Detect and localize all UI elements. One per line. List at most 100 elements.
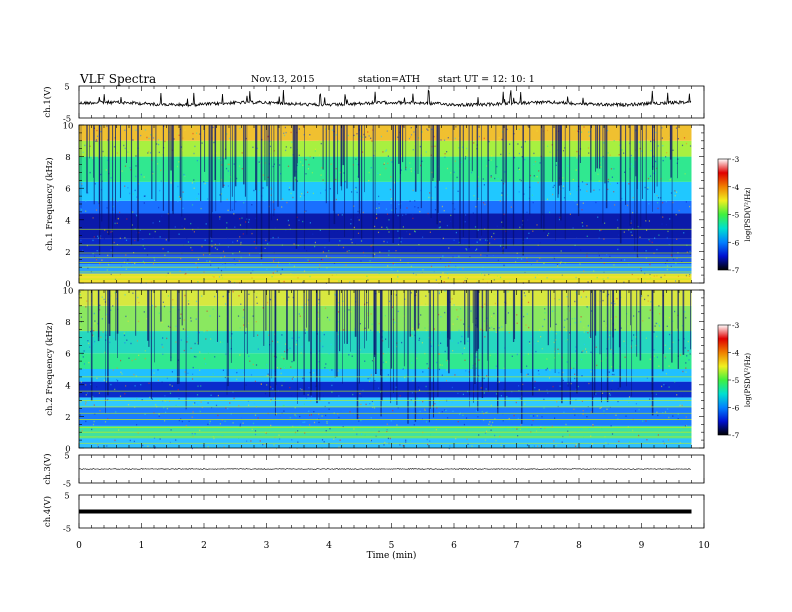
ch2-spectrogram-speckle (238, 295, 240, 297)
ch2-spectrogram-speckle (575, 399, 577, 401)
ch2-spectrogram-band (79, 290, 692, 306)
ch1-spectrogram-speckle (577, 130, 579, 132)
ch2-spectrogram-speckle (611, 433, 614, 435)
ch1-spectrogram-speckle (548, 232, 550, 235)
ch2-spectrogram-speckle (507, 312, 509, 314)
ch2-spectrogram-speckle (404, 375, 406, 377)
ch1-spectrogram-speckle (667, 230, 669, 233)
ch2-spectrogram-speckle (304, 421, 306, 423)
ch2-spectrogram-speckle (497, 441, 499, 443)
ch1-spectrogram-speckle (490, 159, 492, 161)
ch1-spectrogram-speckle (259, 162, 261, 164)
ch1-spectrogram-speckle (386, 226, 388, 229)
ch2-spectrogram-speckle (370, 374, 372, 376)
ch2-spectrogram-speckle (533, 415, 535, 417)
ch1-spectrogram-speckle (305, 230, 307, 232)
ch1-spectrogram-speckle (559, 262, 561, 264)
ch1-spectrogram-speckle (628, 229, 630, 231)
ch1-spectrogram-speckle (439, 221, 441, 223)
ch2-spectrogram-speckle (592, 424, 594, 426)
ch1-spectrogram-speckle (655, 131, 657, 134)
ch1-spectrogram-speckle (124, 147, 126, 150)
ch1-spectrogram-speckle (390, 198, 393, 200)
ch2-spectrogram-speckle (608, 371, 610, 373)
ch2-spectrogram-speckle (635, 336, 637, 338)
ch1-spectrogram-speckle (85, 200, 87, 202)
ch1-spectrogram-speckle (82, 249, 84, 252)
ch2-spectrogram-speckle (229, 402, 231, 404)
ch1-spectrogram-speckle (688, 275, 690, 277)
ch1-spectrogram-speckle (146, 254, 149, 256)
ch2-spectrogram-speckle (151, 304, 153, 307)
ch1-spectrogram-speckle (397, 233, 399, 235)
ch2-spectrogram-speckle (101, 318, 103, 320)
ch2-spectrogram-speckle (648, 317, 650, 319)
ch2-spectrogram-speckle (669, 347, 671, 350)
ch1-spectrogram-speckle (546, 277, 548, 279)
ch2-spectrogram-speckle (516, 353, 518, 356)
ch2-spectrogram-speckle (325, 430, 327, 432)
ch2-spectrogram-speckle (329, 369, 331, 371)
ch1-spectrogram-speckle (598, 237, 600, 239)
ch1-spectrogram-speckle (669, 218, 671, 220)
ch1-spectrogram-speckle (143, 202, 145, 204)
ch1-spectrogram-speckle (493, 232, 495, 235)
ch2-spectrogram-speckle (116, 379, 118, 381)
ch1-spectrogram-speckle (298, 219, 300, 221)
ch2-spectrogram-speckle (481, 411, 483, 413)
ch1-spectrogram-speckle (401, 167, 403, 169)
ch2-spectrogram-speckle (664, 344, 666, 346)
ch2-spectrogram-speckle (356, 433, 358, 435)
ch2-spectrogram-speckle (213, 437, 215, 440)
ch2-spectrogram-speckle (151, 337, 153, 339)
ch2-spectrogram-speckle (503, 367, 505, 369)
ch1-spectrogram-speckle (526, 211, 528, 213)
ch1-spectrogram-speckle (191, 204, 194, 206)
ch2-spectrogram-speckle (446, 359, 448, 362)
ch2-spectrogram-speckle (439, 387, 441, 389)
ch1-spectrogram-speckle (463, 281, 465, 284)
ch1-spectrogram-speckle (337, 140, 339, 142)
colorbar-1 (717, 158, 729, 271)
ch1-spectrogram-speckle (633, 165, 635, 168)
ch1-spectrogram-speckle (531, 194, 533, 196)
ch2-spectrogram-speckle (543, 359, 545, 361)
ch2-spectrogram-speckle (270, 398, 272, 401)
ch2-spectrogram-speckle (554, 357, 556, 359)
ch2-spectrogram-speckle (328, 291, 330, 293)
ch1-spectrogram-speckle (281, 206, 283, 208)
ch1-spectrogram-speckle (427, 129, 429, 131)
ch1-spectrogram-speckle (353, 226, 355, 229)
ch2-spectrogram-speckle (463, 323, 465, 325)
ch1-spectrogram-speckle (275, 126, 277, 128)
ch1-spectrogram-speckle (322, 251, 324, 253)
ch1-spectrogram-speckle (582, 125, 584, 127)
ch2-spectrogram-speckle (439, 364, 441, 366)
ch1-spectrogram-speckle (348, 250, 350, 252)
ch2-spectrogram-speckle (82, 356, 84, 358)
ch1-spectrogram-speckle (387, 265, 389, 267)
ch1-spectrogram-speckle (235, 200, 237, 203)
ch1-spectrogram-speckle (615, 185, 617, 188)
ch2-spectrogram-speckle (391, 306, 393, 308)
ch2-spectrogram-speckle (413, 401, 415, 403)
ch2-spectrogram-speckle (124, 342, 126, 344)
ch2-spectrogram-speckle (422, 371, 424, 373)
ch1-spectrogram-speckle (421, 168, 423, 170)
ch2-spectrogram-speckle (534, 380, 536, 383)
ch1-spectrogram-speckle (289, 186, 291, 189)
ch1-spectrogram-speckle (657, 207, 659, 210)
ch1-spectrogram-speckle (181, 225, 183, 227)
ch1-spectrogram-speckle (414, 200, 416, 202)
ch1-spectrogram-speckle (575, 169, 577, 171)
ch2-spectrogram-speckle (429, 434, 432, 436)
ch2-spectrogram-speckle (595, 346, 597, 348)
ch2-spectrogram-speckle (580, 428, 582, 430)
ch1-spectrogram-speckle (154, 259, 156, 262)
ch1-spectrogram-speckle (123, 234, 125, 236)
ch1-spectrogram-speckle (377, 172, 379, 175)
ch1-spectrogram-speckle (219, 194, 221, 196)
ch2-spectrogram-speckle (611, 366, 613, 368)
ch2-spectrogram-speckle (446, 369, 448, 371)
ch2-spectrogram-speckle (567, 430, 569, 432)
